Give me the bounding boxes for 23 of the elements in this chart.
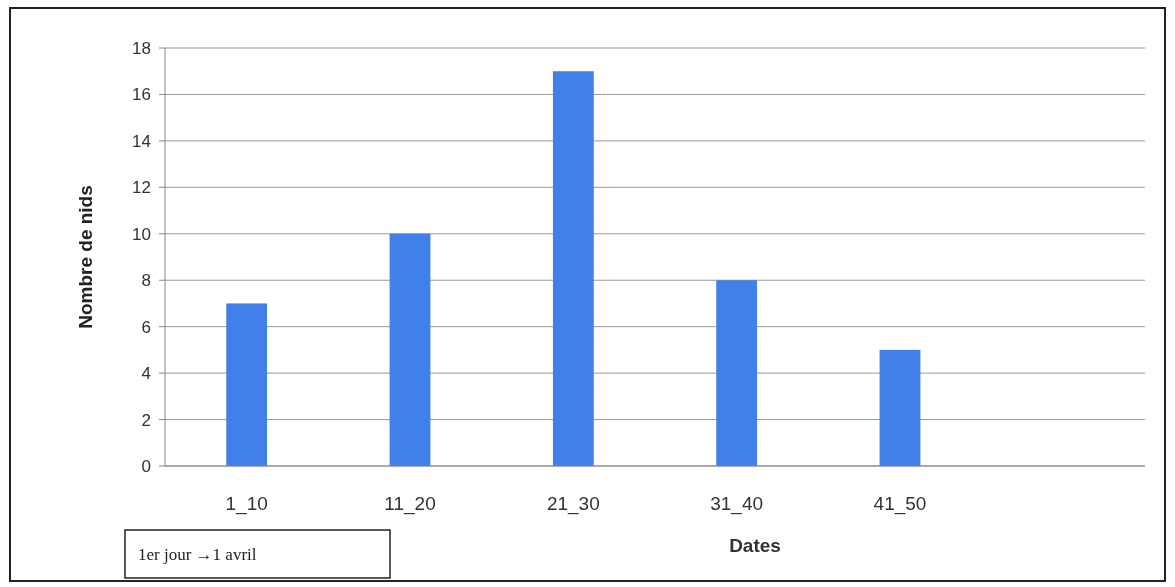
bar [552,71,594,466]
bar [226,303,268,466]
x-tick-label: 11_20 [384,493,436,515]
y-tick-label: 12 [132,178,151,198]
y-tick-label: 18 [132,38,151,58]
y-tick-label: 4 [141,364,151,384]
y-tick-label: 8 [141,271,151,291]
x-axis-title: Dates [729,535,781,556]
bar [389,233,431,466]
x-tick-label: 21_30 [546,493,600,515]
x-tick-label: 1_10 [225,493,268,515]
x-tick-label: 41_50 [873,493,927,515]
y-tick-label: 10 [132,224,151,244]
y-axis-title: Nombre de nids [75,185,96,329]
y-tick-label: 0 [141,456,151,476]
y-tick-label: 14 [132,131,151,151]
y-tick-label: 16 [132,85,151,105]
text: 1er jour →1 avril [138,545,257,564]
y-tick-label: 6 [141,317,151,337]
y-tick-label: 2 [141,410,151,430]
bar [879,349,921,466]
x-tick-label: 31_40 [710,493,764,515]
bar [716,280,758,466]
